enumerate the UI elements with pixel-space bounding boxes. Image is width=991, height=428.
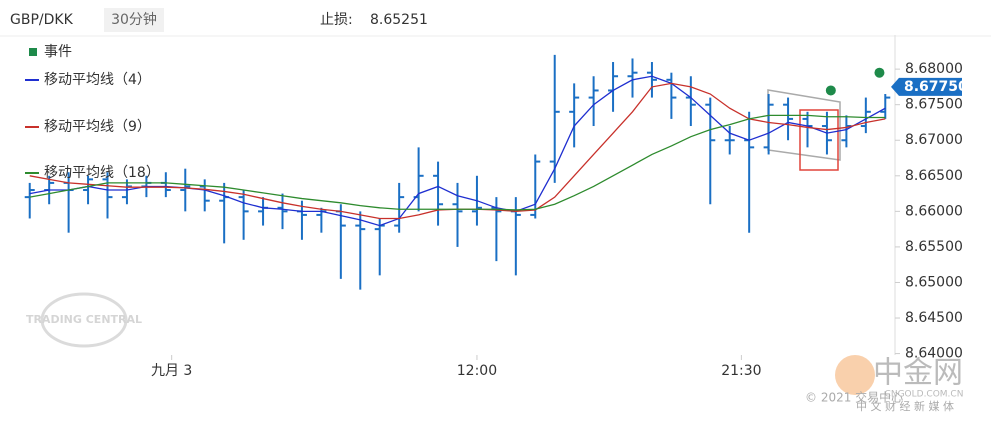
- legend-marker: [29, 48, 37, 56]
- legend-label: 移动平均线（9）: [44, 119, 151, 135]
- ma-line: [29, 114, 886, 211]
- event-dot: [874, 67, 885, 78]
- legend-label: 移动平均线（18）: [44, 165, 160, 181]
- last-price-label: 8.67750: [904, 79, 968, 95]
- event-dot: [825, 85, 836, 96]
- y-tick-label: 8.67000: [905, 132, 963, 148]
- legend-label: 移动平均线（4）: [44, 72, 151, 88]
- y-tick-label: 8.66500: [905, 168, 963, 184]
- logo-ring: [40, 292, 128, 348]
- legend-label: 事件: [44, 44, 72, 60]
- slogan: 中 文 财 经 新 媒 体: [856, 399, 954, 413]
- y-tick-label: 8.66000: [905, 203, 963, 219]
- stop-loss-label: 止损:: [320, 12, 353, 28]
- last-price-box: [891, 77, 962, 96]
- y-tick-label: 8.65500: [905, 239, 963, 255]
- symbol: GBP/DKK: [10, 12, 74, 28]
- tc-logo: TRADING CENTRAL: [26, 292, 142, 348]
- site: CNGOLD.COM.CN: [885, 390, 964, 400]
- y-tick-label: 8.67500: [905, 97, 963, 113]
- interval[interactable]: 30分钟: [111, 11, 157, 28]
- copyright: © 2021 交易中心: [805, 390, 903, 405]
- y-tick-label: 8.65000: [905, 274, 963, 290]
- y-tick-label: 8.68000: [905, 61, 963, 77]
- brand: 中金网: [873, 356, 963, 391]
- stop-loss-value: 8.65251: [370, 12, 428, 28]
- y-tick-label: 8.64000: [905, 346, 963, 362]
- logo-text: TRADING CENTRAL: [26, 313, 142, 326]
- brand-icon: [835, 355, 875, 395]
- x-tick-label: 九月 3: [151, 363, 192, 379]
- x-tick-label: 21:30: [721, 363, 761, 379]
- interval-box[interactable]: [104, 8, 164, 32]
- box-annotation: [799, 109, 839, 171]
- y-tick-label: 8.64500: [905, 310, 963, 326]
- x-tick-label: 12:00: [457, 363, 497, 379]
